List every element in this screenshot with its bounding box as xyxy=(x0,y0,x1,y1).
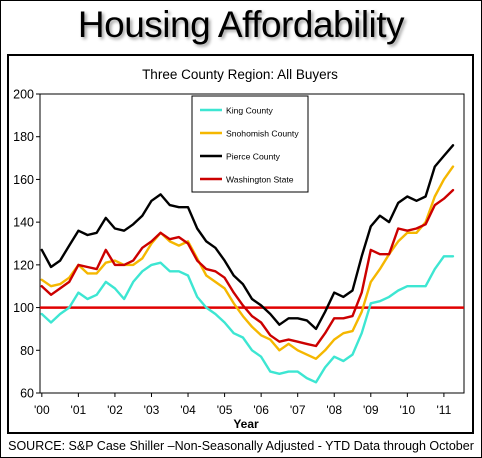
x-tick-label: '03 xyxy=(144,403,160,417)
x-tick-label: '05 xyxy=(217,403,233,417)
y-tick-label: 60 xyxy=(20,387,34,401)
series-line-king-county xyxy=(40,255,455,384)
x-tick-label: '11 xyxy=(437,403,452,417)
x-tick-label: '02 xyxy=(107,403,123,417)
y-tick-label: 120 xyxy=(13,258,34,272)
x-tick-label: '04 xyxy=(180,403,196,417)
source-note: SOURCE: S&P Case Shiller –Non-Seasonally… xyxy=(8,439,474,453)
x-tick-label: '00 xyxy=(34,403,50,417)
series-line-pierce-county xyxy=(40,144,455,331)
legend: King County Snohomish County Pierce County… xyxy=(191,95,309,193)
legend-box xyxy=(191,95,309,193)
x-tick-label: '01 xyxy=(71,403,87,417)
plot-area xyxy=(39,93,465,394)
y-tick-label: 200 xyxy=(13,88,34,102)
x-tick-label: '06 xyxy=(253,403,269,417)
series-line-washington-state xyxy=(40,188,455,348)
y-tick-label: 160 xyxy=(13,173,34,187)
page-title: Housing Affordability xyxy=(77,4,405,45)
y-tick-label: 80 xyxy=(20,344,34,358)
x-tick-label: '08 xyxy=(326,403,342,417)
legend-label-snohomish-county: Snohomish County xyxy=(226,129,299,139)
chart-title: Three County Region: All Buyers xyxy=(142,67,338,82)
y-tick-label: 100 xyxy=(13,301,34,315)
legend-label-king-county: King County xyxy=(226,106,274,116)
y-tick-label: 140 xyxy=(13,216,34,230)
legend-label-washington-state: Washington State xyxy=(226,175,294,185)
x-tick-label: '10 xyxy=(400,403,416,417)
series-layer xyxy=(40,144,455,384)
y-tick-label: 180 xyxy=(13,130,34,144)
chart-panel: Three County Region: All Buyers 60 80 100 1… xyxy=(7,54,474,434)
axes: 60 80 100 120 140 160 180 200 '00 '01 '02 '03 '04 '05… xyxy=(13,88,465,417)
series-line-snohomish-county xyxy=(40,165,455,360)
line-chart: Three County Region: All Buyers 60 80 100 1… xyxy=(13,67,465,431)
legend-label-pierce-county: Pierce County xyxy=(226,152,281,162)
x-axis-label: Year xyxy=(233,417,259,431)
x-tick-label: '09 xyxy=(363,403,379,417)
x-tick-label: '07 xyxy=(290,403,306,417)
